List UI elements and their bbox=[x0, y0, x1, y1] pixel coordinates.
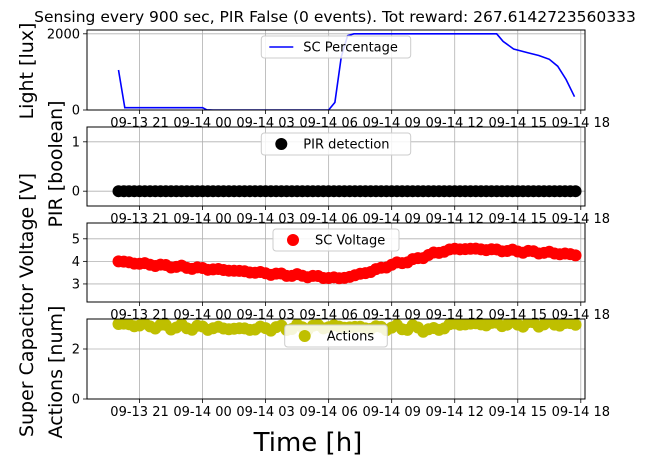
x-axis-label: Time [h] bbox=[253, 428, 363, 458]
voltage-panel: 09-13 21 09-14 00 09-14 03 09-14 06 09-14 09… bbox=[72, 222, 610, 323]
actions-panel: 09-13 21 09-14 00 09-14 03 09-14 06 09-14 09… bbox=[72, 318, 610, 420]
x-tick-label: 09-14 06 bbox=[299, 405, 357, 420]
y-tick-label: 5 bbox=[72, 232, 80, 247]
data-point bbox=[569, 319, 582, 331]
pir-panel: 09-13 21 09-14 00 09-14 03 09-14 06 09-14 09… bbox=[72, 126, 610, 227]
plot-area bbox=[112, 242, 582, 285]
y-axis-label-light: Light [lux] bbox=[16, 23, 38, 120]
x-tick-label: 09-14 15 bbox=[489, 405, 547, 420]
legend-box bbox=[272, 228, 400, 252]
y-tick-label: 4 bbox=[72, 255, 80, 270]
data-point bbox=[569, 185, 582, 198]
y-tick-label: 1 bbox=[72, 135, 80, 150]
y-axis-label-voltage: Super Capacitor Voltage [V] bbox=[16, 173, 38, 437]
x-tick-label: 09-14 00 bbox=[173, 405, 231, 420]
legend-label: SC Percentage bbox=[303, 41, 398, 56]
x-tick-label: 09-14 18 bbox=[552, 405, 610, 420]
y-tick-label: 3 bbox=[72, 277, 80, 292]
x-tick-label: 09-13 21 bbox=[110, 405, 168, 420]
light-panel: 09-13 21 09-14 00 09-14 03 09-14 06 09-14 09… bbox=[47, 27, 610, 131]
plot-area bbox=[117, 32, 576, 110]
x-tick-label: 09-14 09 bbox=[362, 405, 420, 420]
legend-label: Actions bbox=[327, 330, 375, 345]
axes-frame bbox=[86, 318, 586, 400]
series-line-sc-percentage bbox=[117, 32, 576, 110]
legend-label: SC Voltage bbox=[315, 234, 385, 249]
x-tick-label: 09-14 12 bbox=[425, 405, 483, 420]
y-tick-label: 2 bbox=[72, 343, 80, 358]
axes-frame bbox=[86, 126, 586, 207]
chart-title: Sensing every 900 sec, PIR False (0 even… bbox=[34, 8, 636, 26]
y-axis-label-pir: PIR [boolean] bbox=[45, 100, 67, 227]
axes-frame bbox=[86, 29, 586, 111]
legend-dot-swatch bbox=[298, 330, 311, 342]
legend-dot-swatch bbox=[275, 138, 288, 150]
legend-box bbox=[260, 132, 412, 156]
axes-frame bbox=[86, 222, 586, 303]
y-tick-label: 2000 bbox=[47, 27, 80, 42]
legend-label: PIR detection bbox=[303, 138, 389, 153]
legend-box bbox=[260, 35, 412, 59]
legend-dot-swatch bbox=[287, 234, 299, 246]
y-axis-label-actions: Actions [num] bbox=[45, 306, 67, 439]
x-tick-label: 09-14 03 bbox=[236, 405, 294, 420]
y-tick-label: 0 bbox=[72, 185, 80, 200]
y-tick-label: 0 bbox=[72, 104, 80, 119]
legend-box bbox=[284, 324, 388, 348]
data-point bbox=[569, 249, 582, 262]
plot-area bbox=[112, 185, 582, 198]
y-tick-label: 0 bbox=[72, 393, 80, 408]
